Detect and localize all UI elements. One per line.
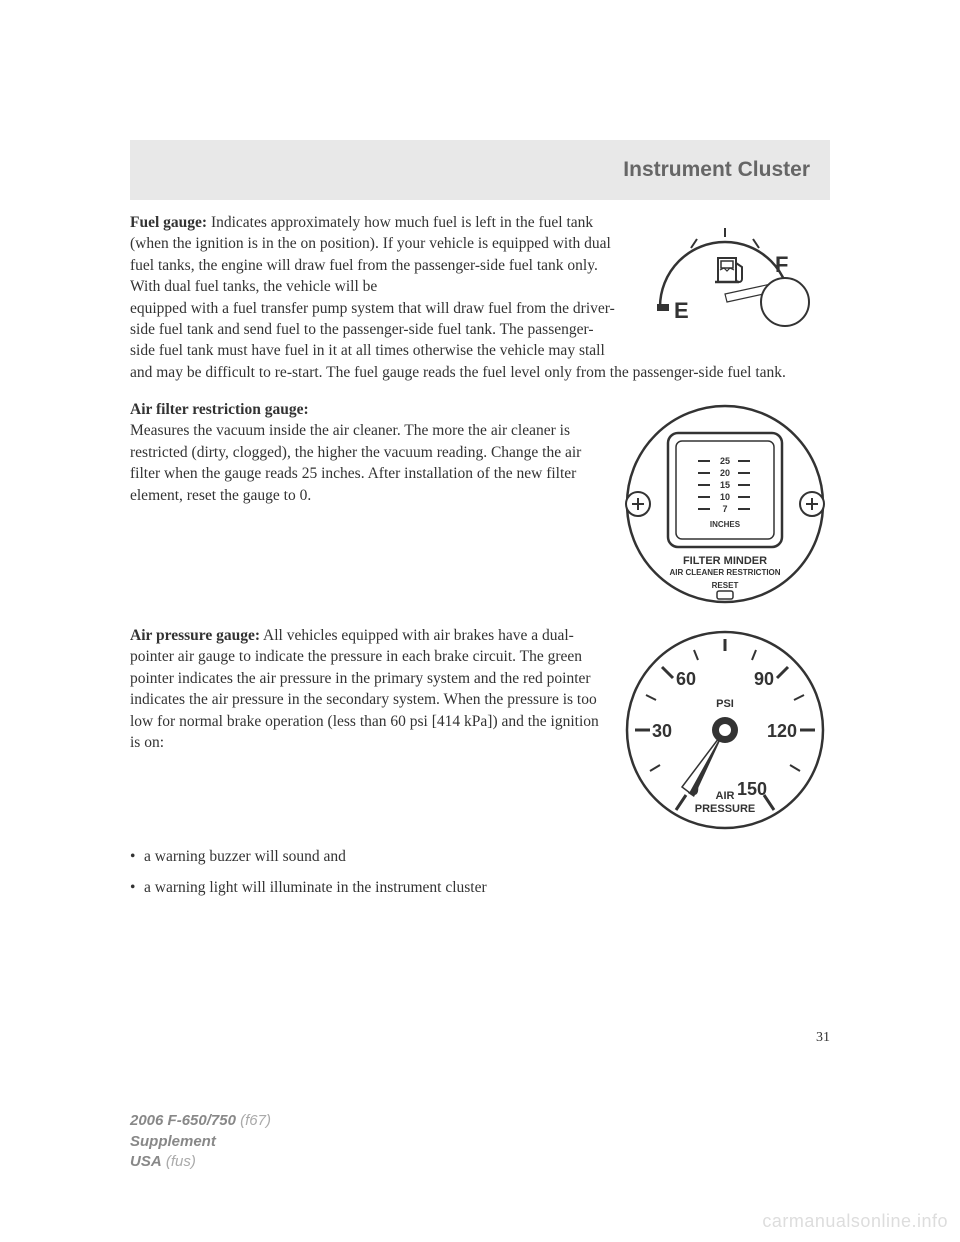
svg-text:INCHES: INCHES	[710, 520, 741, 529]
svg-text:30: 30	[652, 721, 672, 741]
watermark: carmanualsonline.info	[762, 1211, 948, 1232]
svg-text:150: 150	[737, 779, 767, 799]
svg-text:10: 10	[720, 492, 730, 502]
footer-code: (f67)	[240, 1112, 271, 1129]
air-pressure-bullets: a warning buzzer will sound and a warnin…	[130, 845, 830, 900]
fuel-gauge-heading: Fuel gauge:	[130, 214, 207, 231]
air-filter-heading: Air filter restriction gauge:	[130, 401, 309, 418]
section-fuel-gauge: F E Fuel gauge: Indicates approximately …	[130, 212, 830, 383]
section-air-filter: 25 20 15 10 7 INCHES FILTER MINDER AIR C…	[130, 399, 830, 609]
header-bar: Instrument Cluster	[130, 140, 830, 200]
svg-text:120: 120	[767, 721, 797, 741]
bullet-item: a warning light will illuminate in the i…	[130, 876, 830, 899]
svg-text:PSI: PSI	[716, 698, 734, 710]
air-filter-figure: 25 20 15 10 7 INCHES FILTER MINDER AIR C…	[620, 399, 830, 609]
svg-text:AIR CLEANER RESTRICTION: AIR CLEANER RESTRICTION	[669, 568, 780, 577]
svg-text:60: 60	[676, 669, 696, 689]
section-air-pressure: 0 30 60 90 120 150 PSI AIR PRESSURE Air …	[130, 625, 830, 908]
footer-region: USA	[130, 1153, 162, 1170]
air-pressure-figure: 0 30 60 90 120 150 PSI AIR PRESSURE	[620, 625, 830, 835]
page-header-title: Instrument Cluster	[623, 158, 810, 182]
svg-text:F: F	[775, 252, 788, 277]
svg-text:RESET: RESET	[712, 581, 739, 590]
footer-model: 2006 F-650/750	[130, 1112, 236, 1129]
svg-text:90: 90	[754, 669, 774, 689]
air-pressure-heading: Air pressure gauge:	[130, 627, 260, 644]
footer: 2006 F-650/750 (f67) Supplement USA (fus…	[130, 1111, 271, 1172]
svg-text:7: 7	[722, 504, 727, 514]
fuel-gauge-figure: F E	[630, 212, 830, 342]
svg-text:AIR: AIR	[716, 790, 735, 802]
svg-text:PRESSURE: PRESSURE	[695, 803, 756, 815]
page-number: 31	[816, 1030, 830, 1046]
air-filter-body: Measures the vacuum inside the air clean…	[130, 422, 581, 503]
footer-supplement: Supplement	[130, 1132, 271, 1152]
footer-fus: (fus)	[166, 1153, 196, 1170]
svg-text:15: 15	[720, 480, 730, 490]
svg-text:E: E	[674, 298, 689, 323]
svg-text:20: 20	[720, 468, 730, 478]
air-pressure-body: All vehicles equipped with air brakes ha…	[130, 627, 599, 751]
bullet-item: a warning buzzer will sound and	[130, 845, 830, 868]
svg-text:FILTER MINDER: FILTER MINDER	[683, 555, 767, 567]
svg-text:25: 25	[720, 456, 730, 466]
